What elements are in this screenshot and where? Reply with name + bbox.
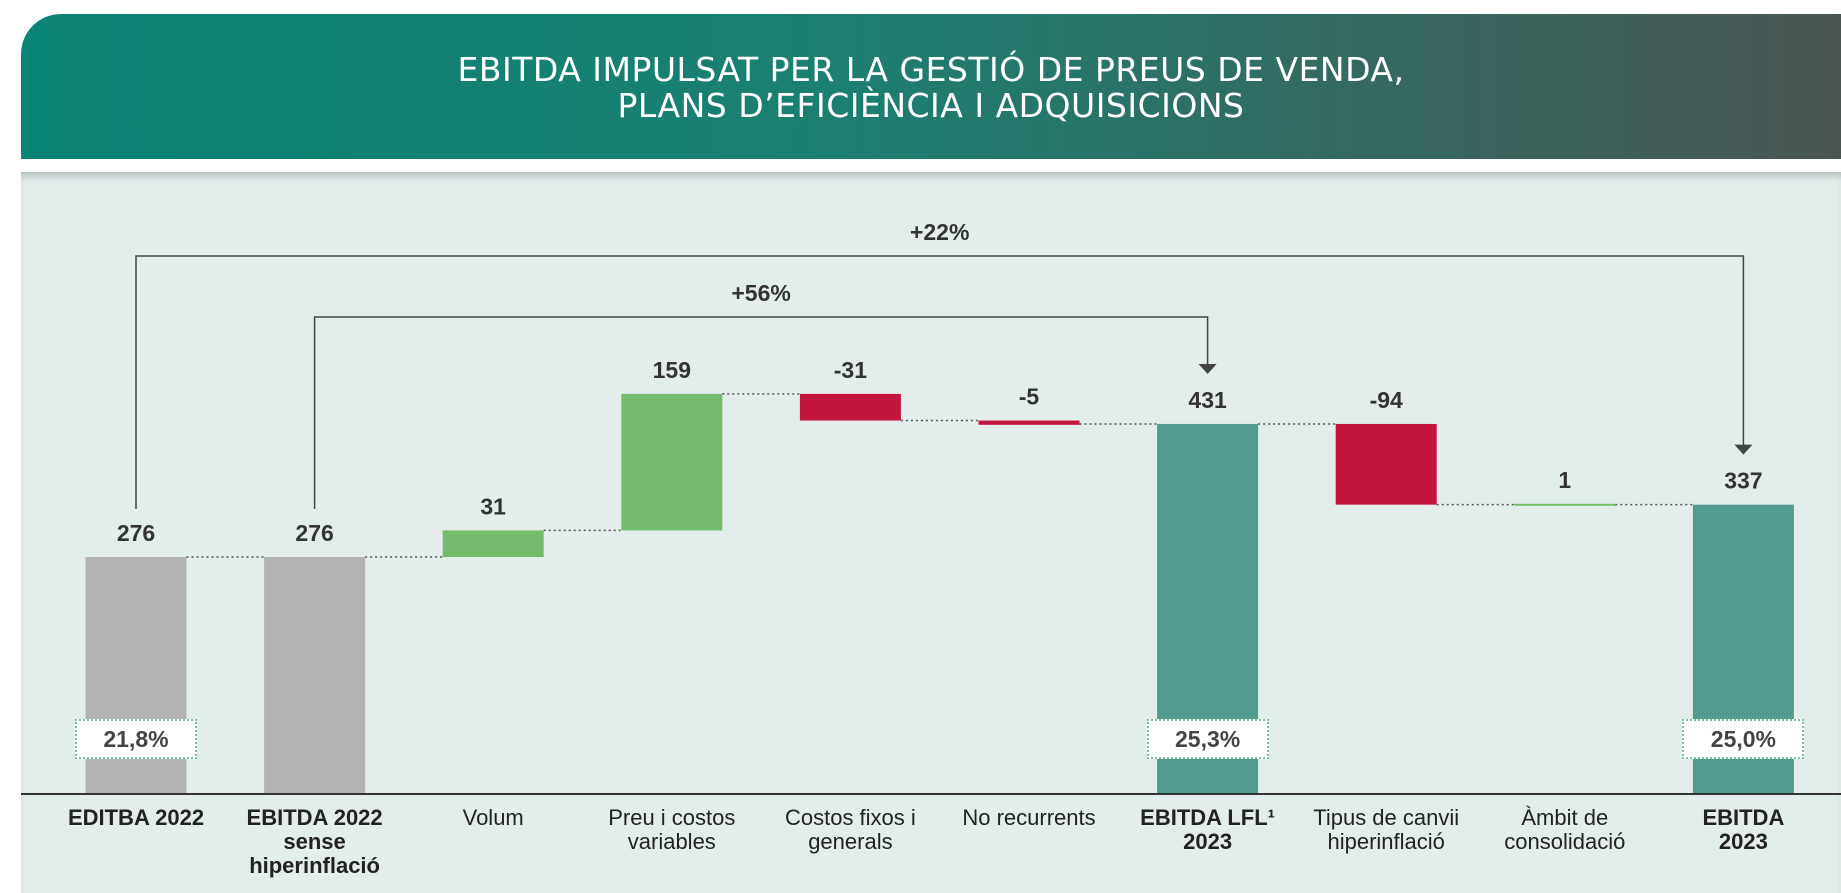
value-label: 159 — [653, 357, 691, 383]
header: EBITDA IMPULSAT PER LA GESTIÓ DE PREUS D… — [21, 14, 1841, 159]
value-label: 337 — [1724, 468, 1762, 494]
bar — [1514, 503, 1616, 506]
value-label: -5 — [1019, 384, 1040, 410]
x-tick-label: EBITDA 2023 — [1702, 805, 1785, 854]
bar — [442, 530, 544, 558]
x-tick-label: Tipus de canvii hiperinflació — [1313, 805, 1460, 854]
value-label: 431 — [1188, 387, 1227, 413]
x-tick-label: EBITDA LFL¹ 2023 — [1140, 805, 1275, 854]
x-tick-label: Preu i costos variables — [608, 805, 736, 854]
bridge-label: +56% — [731, 280, 790, 306]
value-label: 276 — [117, 520, 155, 546]
value-label: 276 — [295, 520, 333, 546]
value-label: 31 — [480, 493, 506, 519]
x-tick-label: EBITDA 2022 sense hiperinflació — [246, 805, 383, 878]
value-label: 1 — [1558, 467, 1571, 493]
margin-label: 25,0% — [1682, 719, 1805, 759]
bridge-line — [135, 255, 1745, 510]
value-label: -31 — [834, 357, 867, 383]
bridge-line — [313, 316, 1209, 510]
margin-label: 21,8% — [75, 719, 197, 759]
x-tick-label: Volum — [462, 805, 524, 830]
chart-title: EBITDA IMPULSAT PER LA GESTIÓ DE PREUS D… — [457, 50, 1405, 125]
bar — [799, 393, 901, 421]
bridge-arrow — [1734, 444, 1753, 455]
x-tick-label: Àmbit de consolidació — [1504, 805, 1626, 854]
x-tick-label: EDITBA 2022 — [67, 805, 205, 830]
bridge-arrow — [1198, 363, 1217, 374]
x-tick-label: No recurrents — [962, 805, 1096, 830]
x-tick-label: Costos fixos i generals — [784, 805, 916, 854]
bridge-label: +22% — [910, 219, 969, 245]
bar — [264, 557, 366, 794]
bar — [1335, 423, 1437, 505]
margin-label: 25,3% — [1146, 719, 1269, 759]
bar — [621, 393, 723, 531]
value-label: -94 — [1370, 387, 1403, 413]
bar — [978, 420, 1080, 425]
